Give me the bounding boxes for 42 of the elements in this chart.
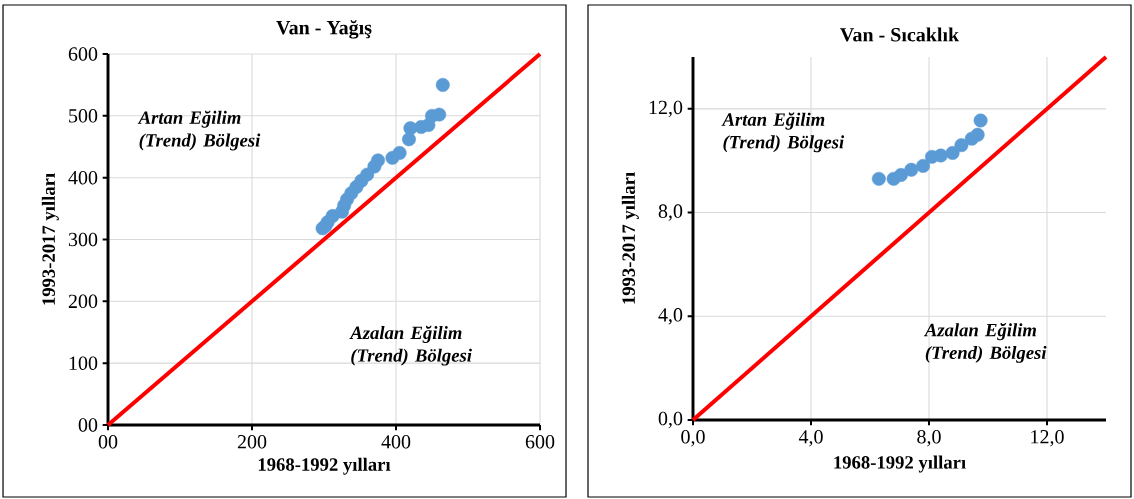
point: [871, 171, 886, 186]
y-tick-label: 500: [69, 109, 98, 123]
y-tick-label: 00: [78, 418, 98, 432]
x-axis-title: 1968-1992 yılları: [834, 455, 966, 473]
point: [435, 77, 450, 92]
x-axis-title: 1968-1992 yılları: [258, 457, 391, 475]
chart-title: Van - Sıcaklık: [840, 27, 960, 42]
y-axis-title: 1993-2017 yılları: [621, 172, 639, 304]
x-tick-label: 00: [98, 435, 118, 449]
point: [402, 132, 416, 147]
y-tick-label: 100: [69, 356, 98, 370]
point: [954, 138, 969, 153]
y-tick-label: 200: [68, 294, 98, 309]
point: [371, 153, 385, 168]
y-tick-label: 300: [68, 232, 98, 247]
x-tick-label: 200: [237, 435, 267, 449]
x-tick-label: 0,0: [681, 430, 705, 447]
y-tick-label: 400: [68, 170, 98, 185]
point: [933, 148, 948, 163]
point: [945, 145, 960, 160]
x-tick-label: 4,0: [798, 430, 823, 447]
point: [904, 162, 919, 177]
point: [432, 107, 447, 122]
y-tick-label: 8,0: [658, 204, 683, 221]
annotation: Azalan Eğilim (Trend) Bölgesi: [923, 323, 1047, 363]
chart-title: Van - Yağış: [276, 20, 372, 39]
y-tick-label: 600: [68, 47, 98, 61]
y-axis-title: 1993-2017 yılları: [41, 173, 59, 305]
x-tick-label: 12,0: [1031, 430, 1064, 447]
point: [973, 113, 988, 128]
y-tick-label: 12,0: [649, 100, 683, 118]
point: [392, 145, 407, 160]
y-tick-label: 0,0: [658, 411, 683, 429]
annotation: Artan Eğilim (Trend) Bölgesi: [137, 110, 261, 151]
annotation: Azalan Eğilim (Trend) Bölgesi: [349, 325, 472, 366]
x-tick-label: 8,0: [917, 430, 941, 447]
annotation: Artan Eğilim (Trend) Bölgesi: [721, 112, 845, 153]
point: [916, 158, 931, 173]
point: [970, 127, 985, 142]
x-tick-label: 600: [525, 435, 555, 449]
x-tick-label: 400: [381, 435, 411, 449]
y-tick-label: 4,0: [658, 308, 683, 325]
